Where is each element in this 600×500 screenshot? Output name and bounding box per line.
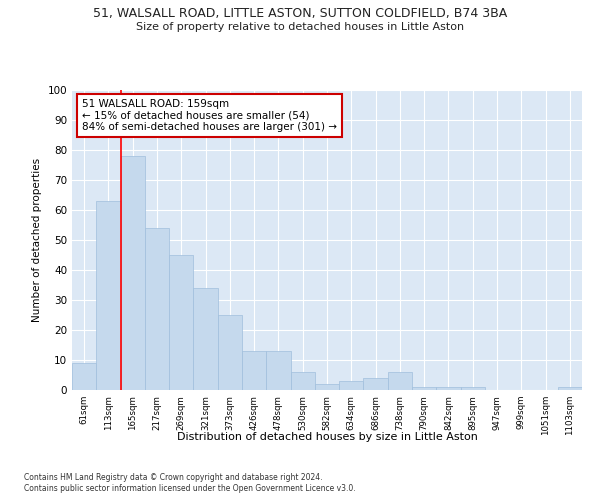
Bar (364, 378, 388, 390)
Bar (315, 384, 339, 390)
Text: Contains public sector information licensed under the Open Government Licence v3: Contains public sector information licen… (24, 484, 356, 493)
Bar (242, 351, 266, 390)
Bar (96, 201, 121, 390)
Bar (290, 372, 315, 390)
Bar (388, 372, 412, 390)
Bar (145, 228, 169, 390)
Bar (266, 351, 290, 390)
Bar (436, 387, 461, 390)
Text: 51 WALSALL ROAD: 159sqm
← 15% of detached houses are smaller (54)
84% of semi-de: 51 WALSALL ROAD: 159sqm ← 15% of detache… (82, 99, 337, 132)
Text: Contains HM Land Registry data © Crown copyright and database right 2024.: Contains HM Land Registry data © Crown c… (24, 472, 323, 482)
Bar (169, 255, 193, 390)
Bar (461, 387, 485, 390)
Text: Size of property relative to detached houses in Little Aston: Size of property relative to detached ho… (136, 22, 464, 32)
Text: 51, WALSALL ROAD, LITTLE ASTON, SUTTON COLDFIELD, B74 3BA: 51, WALSALL ROAD, LITTLE ASTON, SUTTON C… (93, 8, 507, 20)
Bar (218, 315, 242, 390)
Bar (339, 381, 364, 390)
Y-axis label: Number of detached properties: Number of detached properties (32, 158, 42, 322)
Bar (558, 387, 582, 390)
Bar (412, 387, 436, 390)
Text: Distribution of detached houses by size in Little Aston: Distribution of detached houses by size … (176, 432, 478, 442)
Bar (72, 363, 96, 390)
Bar (121, 156, 145, 390)
Bar (193, 288, 218, 390)
